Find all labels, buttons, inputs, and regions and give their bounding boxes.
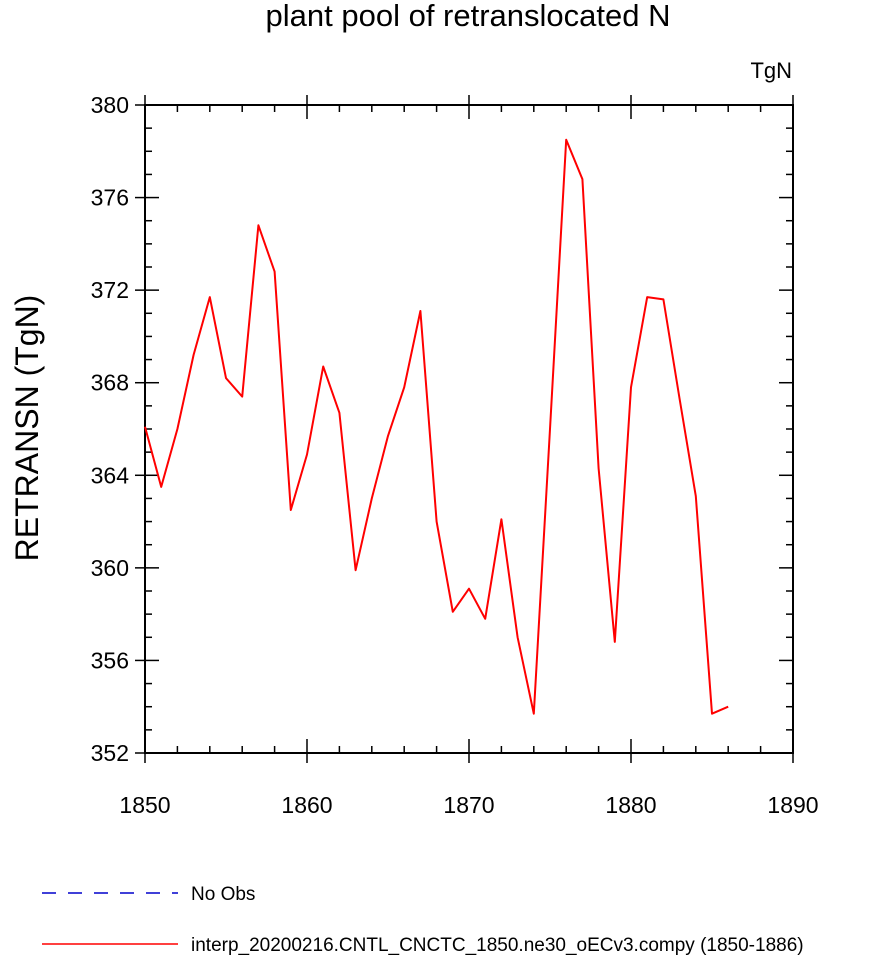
- y-tick-label: 372: [91, 277, 129, 303]
- y-tick-label: 360: [91, 555, 129, 581]
- y-tick-label: 364: [91, 462, 130, 488]
- plot-frame: [144, 104, 794, 754]
- y-tick-label: 356: [91, 647, 129, 673]
- series-line: [144, 138, 729, 715]
- legend: No Obs interp_20200216.CNTL_CNCTC_1850.ne…: [42, 884, 804, 956]
- units-label: TgN: [750, 58, 792, 83]
- x-tick-label: 1890: [767, 792, 818, 818]
- y-tick-label: 368: [91, 370, 129, 396]
- x-axis-ticks: 1850 1860 1870 1880 1890: [119, 95, 819, 818]
- plot-axes: [144, 104, 794, 754]
- y-tick-label: 352: [91, 740, 129, 766]
- x-tick-label: 1870: [443, 792, 494, 818]
- series-group: [144, 138, 729, 715]
- x-tick-label: 1850: [119, 792, 170, 818]
- y-tick-label: 376: [91, 185, 129, 211]
- legend-label: No Obs: [191, 884, 255, 905]
- chart-title: plant pool of retranslocated N: [266, 0, 671, 33]
- y-tick-label: 380: [91, 92, 129, 118]
- y-axis-label: RETRANSN (TgN): [9, 295, 45, 562]
- legend-label: interp_20200216.CNTL_CNCTC_1850.ne30_oEC…: [191, 935, 804, 956]
- x-tick-label: 1860: [281, 792, 332, 818]
- x-tick-label: 1880: [605, 792, 656, 818]
- y-axis-ticks: 352 356 360 364 368 372 376 380: [91, 92, 793, 766]
